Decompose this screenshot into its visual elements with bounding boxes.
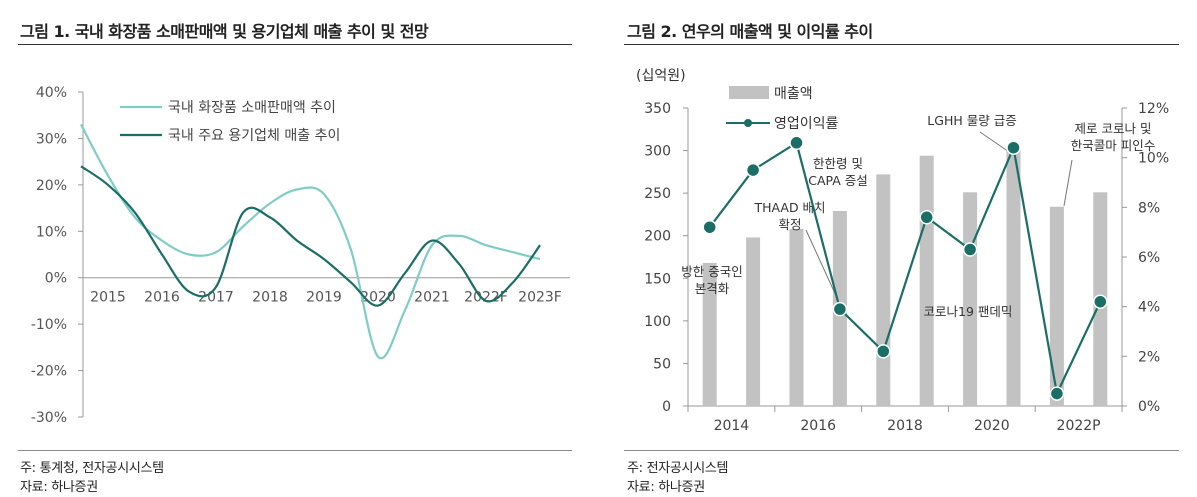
annotation-leader-line: [979, 131, 1013, 155]
revenue-bar: [876, 174, 891, 406]
legend-label-margin: 영업이익률: [774, 116, 839, 132]
left-title-rule: [18, 44, 572, 45]
margin-point: [876, 344, 891, 359]
margin-point: [745, 162, 761, 178]
left-y-tick-label: 0%: [45, 271, 67, 287]
right-value-tick-label: 8%: [1138, 200, 1160, 216]
left-value-tick-label: 50: [653, 356, 671, 372]
annotation-leader-line: [1063, 159, 1073, 207]
series-line-retail-sales: [80, 123, 541, 360]
annotation-label: THAAD 배치 확정: [753, 200, 825, 232]
left-value-tick-label: 250: [644, 186, 671, 202]
revenue-bars: [702, 150, 1108, 406]
right-value-tick-label: 0%: [1138, 399, 1160, 415]
right-source: 자료: 하나증권: [627, 480, 705, 495]
category-tick-label: 2022P: [1057, 418, 1101, 434]
margin-point: [1093, 294, 1108, 309]
margin-point: [832, 301, 848, 317]
revenue-bar: [746, 237, 761, 406]
margin-point: [702, 219, 717, 235]
left-x-tick-label: 2017: [198, 290, 234, 306]
left-legend: 국내 화장품 소매판매액 추이 국내 주요 용기업체 매출 추이: [120, 100, 340, 144]
legend-marker-margin: [744, 119, 752, 127]
margin-line-path: [708, 141, 1102, 398]
annotation-leader-line: [805, 229, 839, 301]
series-line-container-makers: [80, 165, 541, 307]
annotation-label: 방한 중국인 본격화: [681, 264, 742, 296]
left-y-tick-label: -30%: [31, 410, 67, 426]
category-tick-label: 2016: [800, 418, 836, 434]
category-tick-label: 2020: [974, 418, 1010, 434]
right-value-tick-label: 12%: [1138, 101, 1169, 117]
left-y-tick-label: 30%: [36, 131, 67, 147]
margin-line: [702, 135, 1108, 401]
margin-point: [1006, 140, 1021, 155]
right-figure-title: 그림 2. 연우의 매출액 및 이익률 추이: [627, 22, 873, 41]
annotation-label: 코로나19 팬데믹: [924, 304, 1013, 319]
left-y-tick-label: -10%: [31, 317, 67, 333]
legend-label-retail: 국내 화장품 소매판매액 추이: [168, 100, 336, 116]
left-source: 자료: 하나증권: [20, 480, 98, 495]
category-tick-label: 2018: [887, 418, 923, 434]
left-y-tick-label: 20%: [36, 178, 67, 194]
left-y-axis: 40% 30% 20% 10% 0% -10% -20% -30%: [31, 85, 84, 426]
margin-point: [962, 242, 978, 257]
legend-label-revenue: 매출액: [774, 86, 813, 102]
left-value-tick-label: 350: [644, 101, 671, 117]
revenue-bar: [702, 262, 717, 406]
legend-swatch-revenue: [729, 86, 769, 99]
revenue-bar: [963, 192, 978, 406]
left-y-tick-label: -20%: [31, 364, 67, 380]
left-x-tick-label: 2022F: [464, 290, 508, 306]
left-note: 주: 통계청, 전자공시시스템: [20, 461, 164, 476]
right-value-tick-label: 6%: [1138, 250, 1160, 266]
legend-label-container: 국내 주요 용기업체 매출 추이: [168, 128, 340, 144]
margin-point: [1049, 386, 1065, 401]
left-x-tick-label: 2019: [306, 290, 342, 306]
revenue-bar: [1006, 150, 1021, 406]
right-value-tick-label: 10%: [1138, 151, 1169, 167]
right-axes: 350 300 250 200 150 100 50 0 12% 10% 8% 6% 4% 2% 0% 201…: [644, 101, 1169, 434]
right-value-tick-label: 2%: [1138, 349, 1160, 365]
revenue-bar: [919, 155, 934, 406]
right-note: 주: 전자공시시스템: [627, 461, 729, 476]
left-value-tick-label: 0: [662, 399, 671, 415]
revenue-bar: [789, 228, 804, 406]
left-value-tick-label: 100: [644, 314, 671, 330]
left-x-tick-label: 2018: [252, 290, 288, 306]
left-y-tick-label: 10%: [36, 224, 67, 240]
left-x-tick-label: 2023F: [518, 290, 562, 306]
annotation-label: 제로 코로나 및 한국콜마 피인수: [1071, 121, 1155, 153]
left-x-tick-label: 2016: [144, 290, 180, 306]
right-footer-rule: [624, 450, 1179, 451]
annotation-label: 한한령 및 CAPA 증설: [808, 156, 868, 188]
right-value-tick-label: 4%: [1138, 300, 1160, 316]
left-x-tick-label: 2015: [90, 290, 126, 306]
right-title-rule: [624, 44, 1179, 45]
revenue-bar: [1049, 206, 1064, 406]
left-figure-title: 그림 1. 국내 화장품 소매판매액 및 용기업체 매출 추이 및 전망: [20, 22, 429, 41]
left-y-tick-label: 40%: [36, 85, 67, 101]
left-value-tick-label: 150: [644, 271, 671, 287]
margin-point: [789, 135, 804, 151]
category-tick-label: 2014: [714, 418, 750, 434]
left-value-tick-label: 300: [644, 144, 671, 160]
left-x-tick-label: 2021: [414, 290, 450, 306]
unit-label: (십억원): [636, 68, 686, 84]
annotation-label: LGHH 물량 급증: [927, 113, 1016, 128]
left-footer-rule: [18, 450, 572, 451]
margin-point: [919, 210, 934, 225]
left-value-tick-label: 200: [644, 229, 671, 245]
left-series-lines: [80, 123, 541, 360]
right-legend: 매출액 영업이익률: [726, 86, 839, 132]
left-x-axis: 2015 2016 2017 2018 2019 2020 2021 2022F 2023F: [83, 277, 570, 306]
